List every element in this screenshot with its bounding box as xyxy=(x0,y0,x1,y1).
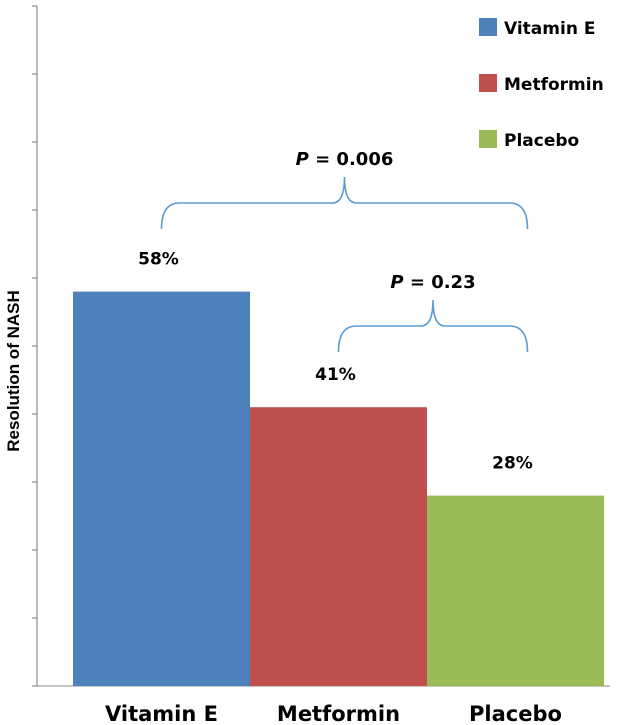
legend-label-placebo: Placebo xyxy=(504,131,579,151)
x-tick-label-placebo: Placebo xyxy=(469,702,562,725)
bracket-metformin-placebo xyxy=(337,299,529,353)
bar-vitamin-e xyxy=(73,291,250,686)
bars: 58% Vitamin E 41% Metformin 28% Placebo xyxy=(73,250,604,725)
significance-brackets: P = 0.006 P = 0.23 xyxy=(160,149,529,353)
legend-swatch-vitamin-e xyxy=(479,18,497,36)
x-tick-label-vitamin-e: Vitamin E xyxy=(105,702,218,725)
x-tick-label-metformin: Metformin xyxy=(277,702,400,725)
legend-swatch-placebo xyxy=(479,130,497,148)
legend-label-vitamin-e: Vitamin E xyxy=(504,19,595,39)
legend-label-metformin: Metformin xyxy=(504,75,604,95)
bar-metformin xyxy=(250,407,427,686)
data-label-placebo: 28% xyxy=(492,454,533,474)
legend: Vitamin E Metformin Placebo xyxy=(479,18,604,151)
bracket-vitamin-e-placebo xyxy=(160,176,529,230)
p-value-label: P = 0.006 xyxy=(296,149,394,170)
data-label-vitamin-e: 58% xyxy=(138,250,179,270)
legend-swatch-metformin xyxy=(479,74,497,92)
p-value-label: P = 0.23 xyxy=(390,272,475,293)
data-label-metformin: 41% xyxy=(315,365,356,385)
bar-placebo xyxy=(427,495,604,686)
y-axis-label: Resolution of NASH xyxy=(4,290,23,452)
